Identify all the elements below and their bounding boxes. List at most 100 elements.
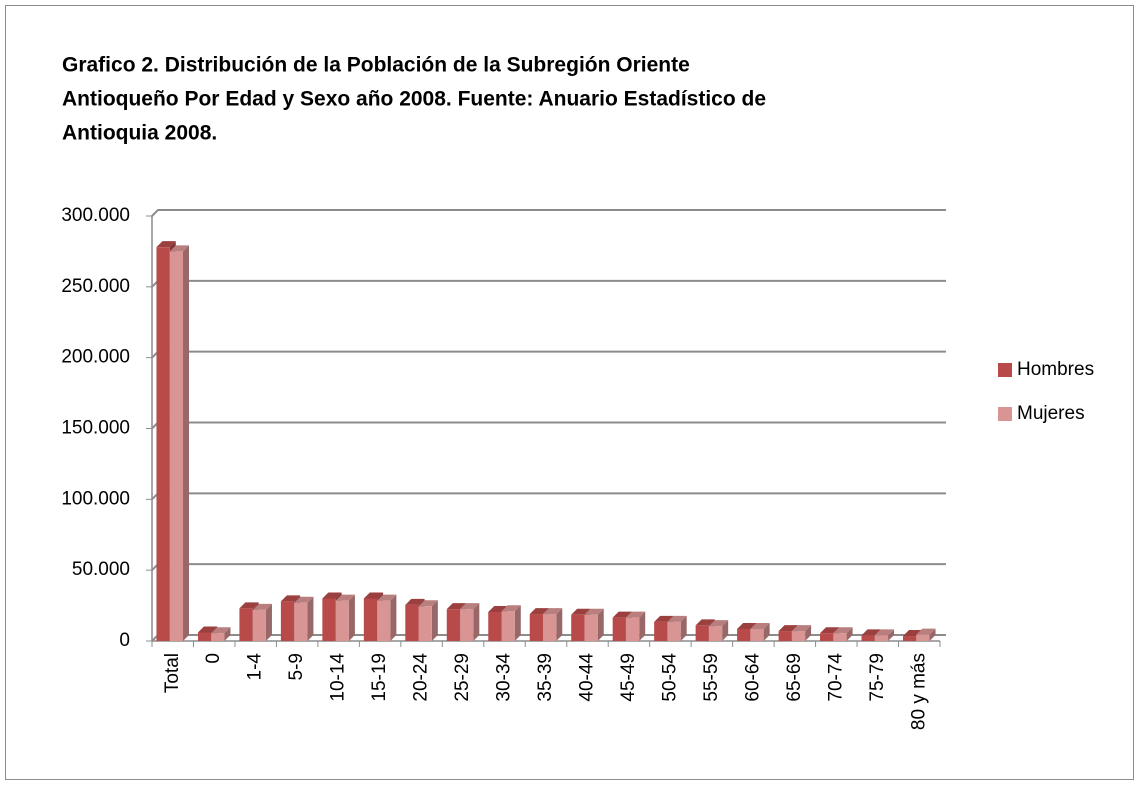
bar bbox=[874, 629, 895, 641]
bar-face bbox=[335, 594, 355, 601]
legend-swatch bbox=[998, 363, 1012, 377]
bar-face bbox=[390, 594, 397, 641]
x-tick-label: 75-79 bbox=[867, 653, 888, 702]
bar-face bbox=[529, 614, 543, 641]
bar bbox=[833, 627, 853, 641]
bar-face bbox=[405, 598, 425, 605]
bar bbox=[377, 594, 397, 641]
bar-face bbox=[377, 600, 391, 641]
bar-face bbox=[763, 622, 770, 641]
bar-face bbox=[861, 629, 881, 636]
bar-face bbox=[667, 615, 687, 622]
bar bbox=[418, 600, 438, 641]
bar-face bbox=[460, 603, 480, 610]
bar-face bbox=[861, 635, 875, 641]
bar-face bbox=[612, 617, 626, 641]
chart-title: Grafico 2. Distribución de la Población … bbox=[62, 54, 690, 77]
bar-face bbox=[446, 609, 461, 641]
x-tick-label: 65-69 bbox=[784, 653, 805, 702]
bar-face bbox=[929, 628, 936, 641]
x-tick-label: 60-64 bbox=[742, 653, 763, 702]
bar-face bbox=[156, 247, 170, 641]
bar bbox=[294, 596, 314, 641]
bar-face bbox=[473, 603, 480, 641]
bar-face bbox=[363, 592, 384, 599]
bar-face bbox=[820, 627, 840, 634]
bar-face bbox=[571, 614, 585, 641]
bar-face bbox=[820, 633, 834, 641]
y-tick-label: 0 bbox=[119, 630, 130, 651]
bar-face bbox=[169, 251, 184, 641]
bar bbox=[543, 608, 563, 641]
bar-face bbox=[916, 628, 936, 635]
bar-face bbox=[737, 628, 751, 641]
x-tick-label: 5-9 bbox=[286, 653, 307, 680]
bar-face bbox=[335, 600, 349, 641]
grid-line bbox=[151, 209, 946, 217]
bar-face bbox=[556, 608, 563, 641]
bar-face bbox=[597, 608, 604, 641]
bar-face bbox=[680, 615, 687, 641]
bar bbox=[667, 615, 687, 641]
bar bbox=[252, 603, 272, 641]
y-tick-label: 250.000 bbox=[61, 276, 130, 297]
bar-face bbox=[377, 594, 397, 601]
bar-face bbox=[750, 622, 770, 629]
legend-label: Hombres bbox=[1017, 359, 1094, 380]
bar-face bbox=[280, 601, 295, 641]
x-tick-label: 30-34 bbox=[494, 653, 515, 702]
bar bbox=[211, 627, 231, 641]
bar-face bbox=[307, 596, 314, 641]
bar-face bbox=[211, 627, 231, 634]
y-tick-label: 150.000 bbox=[61, 418, 130, 439]
bar-face bbox=[902, 636, 917, 641]
bar-face bbox=[791, 625, 812, 632]
bar-face bbox=[183, 245, 190, 641]
y-tick-label: 100.000 bbox=[61, 488, 130, 509]
x-tick-label: 70-74 bbox=[825, 653, 846, 702]
bar-face bbox=[501, 605, 521, 612]
x-tick-label: 50-54 bbox=[659, 653, 680, 702]
bar-face bbox=[805, 625, 812, 641]
bar-face bbox=[625, 611, 646, 618]
bar-face bbox=[722, 620, 729, 641]
bar-face bbox=[833, 633, 847, 641]
x-tick-label: 20-24 bbox=[411, 653, 432, 702]
bar-face bbox=[874, 635, 889, 641]
bar-face bbox=[695, 625, 709, 641]
bar-face bbox=[529, 608, 549, 615]
y-tick-label: 50.000 bbox=[72, 559, 130, 580]
bar-face bbox=[639, 611, 646, 641]
x-tick-label: 45-49 bbox=[618, 653, 639, 702]
legend-swatch bbox=[998, 407, 1012, 421]
bar-face bbox=[294, 602, 308, 641]
bar-face bbox=[239, 608, 253, 641]
bar-face bbox=[280, 595, 301, 602]
bar-face bbox=[654, 615, 674, 622]
bar-face bbox=[363, 598, 378, 641]
x-tick-label: 15-19 bbox=[369, 653, 390, 702]
chart-title: Antioqueño Por Edad y Sexo año 2008. Fue… bbox=[62, 88, 766, 111]
x-tick-label: Total bbox=[162, 653, 183, 693]
bar-face bbox=[778, 631, 792, 641]
bar bbox=[791, 625, 812, 641]
bar-face bbox=[654, 621, 668, 641]
x-tick-label: 25-29 bbox=[452, 653, 473, 702]
x-tick-label: 0 bbox=[203, 653, 224, 664]
bar-face bbox=[667, 621, 681, 641]
bar bbox=[708, 620, 729, 641]
bar-face bbox=[833, 627, 853, 634]
bar-face bbox=[197, 632, 212, 641]
x-tick-label: 55-59 bbox=[701, 653, 722, 702]
chart-title: Antioquia 2008. bbox=[62, 122, 217, 145]
bar-face bbox=[501, 611, 515, 641]
bar-face bbox=[239, 602, 259, 609]
bar-face bbox=[543, 614, 557, 641]
bar-face bbox=[211, 633, 225, 641]
bar-face bbox=[737, 622, 757, 629]
bar-face bbox=[584, 608, 604, 615]
x-tick-label: 80 y más bbox=[908, 653, 929, 730]
bar-face bbox=[169, 245, 190, 252]
bar bbox=[625, 611, 646, 641]
